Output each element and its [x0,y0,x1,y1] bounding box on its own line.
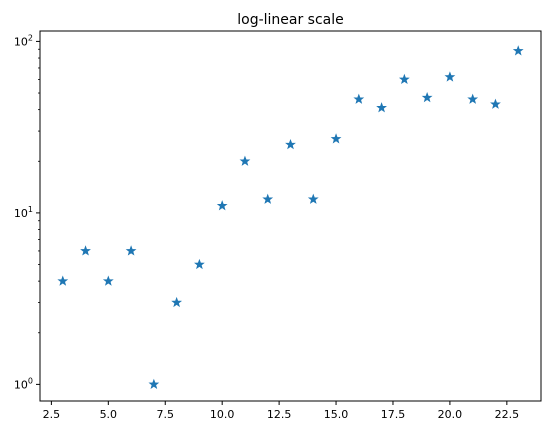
data-point-star [421,91,433,103]
data-markers [57,45,524,389]
data-point-star [239,155,251,166]
x-tick-label: 2.5 [43,408,61,421]
data-point-star [57,275,69,286]
x-tick-label: 20.0 [438,408,463,421]
chart-title: log-linear scale [237,12,344,28]
y-tick-label: 100 [14,376,33,391]
axes-frame [39,30,542,402]
data-point-star [262,193,274,204]
data-point-star [102,275,114,286]
y-tick-label: 101 [14,205,33,220]
data-point-star [285,138,296,150]
data-point-star [467,93,479,104]
x-tick-label: 7.5 [157,408,175,421]
x-tick-label: 12.5 [267,408,292,421]
y-tick-label: 102 [14,33,33,48]
data-point-star [490,98,501,109]
x-tick-label: 15.0 [324,408,349,421]
data-point-star [330,133,342,144]
data-point-star [444,71,456,82]
data-point-star [125,245,137,256]
data-point-star [512,45,524,56]
data-point-star [194,258,205,270]
x-tick-label: 10.0 [210,408,235,421]
x-tick-label: 22.5 [495,408,520,421]
data-point-star [307,193,319,204]
data-point-star [376,102,387,113]
data-point-star [353,93,365,104]
data-point-star [216,200,228,211]
x-axis: 2.5 5.0 7.5 10.0 12.5 15.0 17.5 20.0 22.5 [43,401,519,421]
data-point-star [398,73,410,85]
data-point-star [148,378,160,389]
data-point-star [80,245,91,256]
x-tick-label: 5.0 [100,408,118,421]
data-point-star [171,296,183,308]
x-tick-label: 17.5 [381,408,406,421]
